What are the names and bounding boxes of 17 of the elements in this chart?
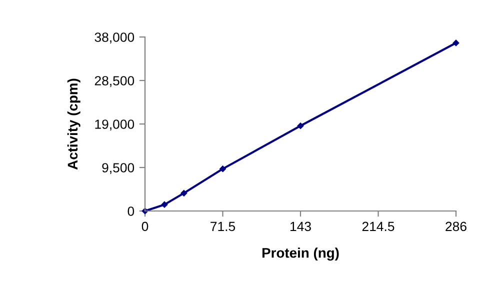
x-tick-label: 143 — [290, 222, 311, 232]
x-axis-title: Protein (ng) — [262, 248, 339, 261]
point — [220, 166, 226, 172]
x-tick-label: 0 — [142, 222, 148, 232]
y-tick-label: 0 — [128, 206, 134, 216]
x-tick-label: 71.5 — [210, 222, 236, 232]
y-tick-label: 38,000 — [94, 32, 134, 44]
point — [297, 122, 304, 129]
y-axis-title: Activity (cpm) — [67, 78, 80, 170]
y-tick-label: 28,500 — [94, 76, 134, 87]
x-tick-label: 286 — [446, 222, 466, 232]
y-tick-label: 9,500 — [102, 163, 134, 174]
y-tick-label: 19,000 — [95, 120, 134, 130]
x-tick-label: 214.5 — [362, 222, 394, 232]
point — [180, 190, 188, 196]
point — [161, 201, 168, 208]
point — [452, 40, 460, 46]
